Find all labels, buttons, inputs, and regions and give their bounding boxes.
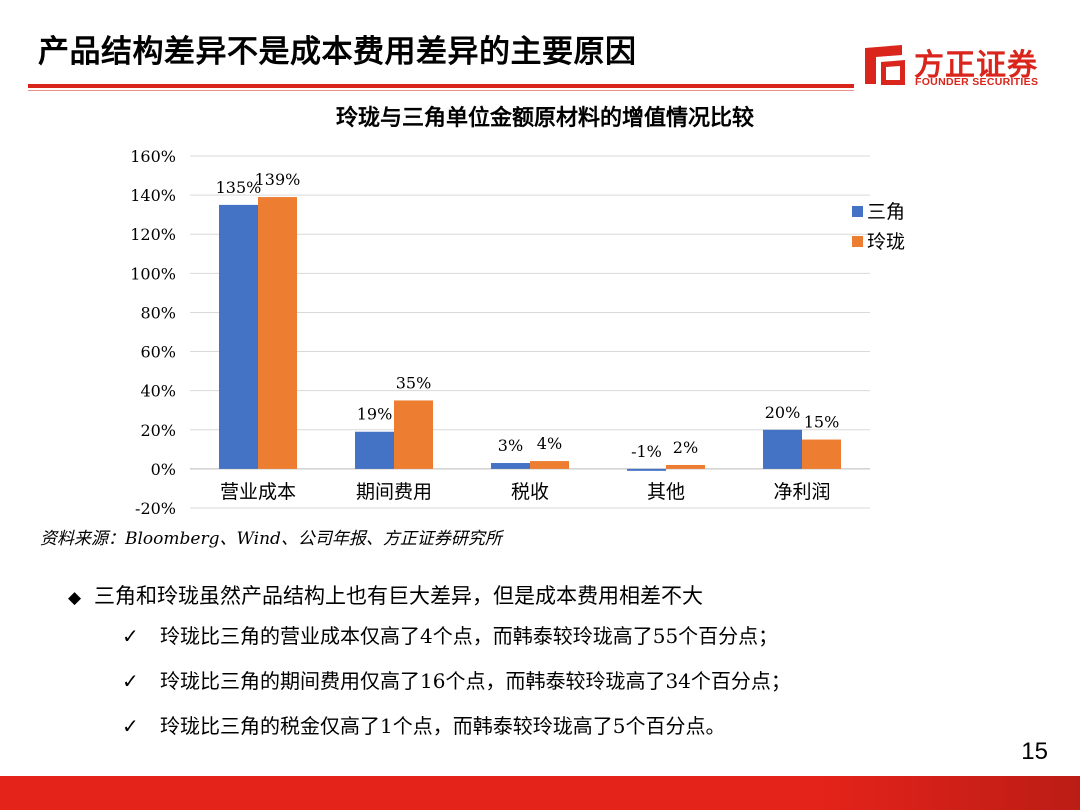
y-tick-label: 120% bbox=[130, 225, 176, 244]
y-tick-label: 160% bbox=[130, 147, 176, 166]
bullet-sub-text: 玲珑比三角的营业成本仅高了4个点，而韩泰较玲珑高了55个百分点； bbox=[160, 624, 779, 648]
legend-label: 玲珑 bbox=[867, 231, 905, 253]
logo-name-cn: 方正证券 bbox=[914, 48, 1038, 83]
y-tick-label: 40% bbox=[140, 382, 176, 401]
legend-label: 三角 bbox=[867, 201, 905, 223]
y-tick-label: 80% bbox=[140, 303, 176, 322]
bar bbox=[355, 431, 394, 469]
y-tick-label: -20% bbox=[135, 499, 176, 518]
logo-name-en: FOUNDER SECURITIES bbox=[915, 76, 1039, 88]
bullet-main-text: 三角和玲珑虽然产品结构上也有巨大差异，但是成本费用相差不大 bbox=[94, 584, 703, 608]
page-number: 15 bbox=[1021, 738, 1048, 765]
bullet-sub: ✓ 玲珑比三角的期间费用仅高了16个点，而韩泰较玲珑高了34个百分点； bbox=[68, 659, 791, 704]
slide-title: 产品结构差异不是成本费用差异的主要原因 bbox=[38, 34, 637, 70]
y-tick-label: 140% bbox=[130, 186, 176, 205]
y-tick-label: 60% bbox=[140, 343, 176, 362]
x-category-label: 其他 bbox=[647, 481, 685, 503]
source-note: 资料来源：Bloomberg、Wind、公司年报、方正证券研究所 bbox=[40, 529, 502, 549]
x-category-label: 净利润 bbox=[773, 481, 830, 503]
data-label: 15% bbox=[804, 413, 840, 432]
bullet-sub-text: 玲珑比三角的税金仅高了1个点，而韩泰较玲珑高了5个百分点。 bbox=[160, 714, 726, 738]
company-logo: 方正证券 FOUNDER SECURITIES bbox=[862, 40, 1052, 92]
data-label: 19% bbox=[357, 405, 393, 424]
data-label: 135% bbox=[216, 178, 262, 197]
y-tick-label: 100% bbox=[130, 264, 176, 283]
checkmark-icon: ✓ bbox=[122, 714, 139, 738]
title-underline-thin bbox=[28, 90, 854, 91]
bullet-sub: ✓ 玲珑比三角的营业成本仅高了4个点，而韩泰较玲珑高了55个百分点； bbox=[68, 614, 791, 659]
chart-title: 玲珑与三角单位金额原材料的增值情况比较 bbox=[336, 105, 754, 131]
bar-chart: 玲珑与三角单位金额原材料的增值情况比较 160% 140% 120% 100% 80% 6… bbox=[130, 105, 905, 518]
bar bbox=[394, 400, 433, 469]
title-underline bbox=[28, 84, 854, 88]
bar bbox=[763, 429, 802, 469]
footer-bar bbox=[0, 776, 1080, 810]
data-label: -1% bbox=[631, 442, 662, 461]
diamond-bullet-icon: ◆ bbox=[68, 588, 82, 608]
data-label: 2% bbox=[673, 438, 698, 457]
bar bbox=[627, 468, 666, 471]
bullet-list: ◆ 三角和玲珑虽然产品结构上也有巨大差异，但是成本费用相差不大 ✓ 玲珑比三角的营业… bbox=[68, 578, 791, 749]
bullet-sub-text: 玲珑比三角的期间费用仅高了16个点，而韩泰较玲珑高了34个百分点； bbox=[160, 669, 791, 693]
bar bbox=[219, 204, 258, 469]
bar bbox=[666, 464, 705, 469]
bullet-sub: ✓ 玲珑比三角的税金仅高了1个点，而韩泰较玲珑高了5个百分点。 bbox=[68, 704, 791, 749]
x-category-label: 期间费用 bbox=[356, 481, 432, 503]
data-label: 3% bbox=[498, 436, 523, 455]
legend-swatch bbox=[852, 206, 863, 217]
legend-swatch bbox=[852, 236, 863, 247]
bar bbox=[802, 439, 841, 469]
data-label: 20% bbox=[765, 403, 801, 422]
founder-logo-icon bbox=[865, 45, 905, 85]
bar bbox=[491, 463, 530, 469]
data-label: 139% bbox=[255, 170, 301, 189]
x-category-label: 营业成本 bbox=[220, 481, 296, 503]
footer-shade bbox=[820, 776, 1080, 810]
checkmark-icon: ✓ bbox=[122, 669, 139, 693]
bar bbox=[258, 197, 297, 469]
bullet-main: ◆ 三角和玲珑虽然产品结构上也有巨大差异，但是成本费用相差不大 bbox=[68, 578, 791, 614]
data-label: 35% bbox=[396, 373, 432, 392]
y-tick-label: 0% bbox=[151, 460, 176, 479]
y-tick-label: 20% bbox=[140, 421, 176, 440]
checkmark-icon: ✓ bbox=[122, 624, 139, 648]
bar bbox=[530, 461, 569, 469]
data-label: 4% bbox=[537, 434, 562, 453]
x-category-label: 税收 bbox=[511, 481, 549, 503]
